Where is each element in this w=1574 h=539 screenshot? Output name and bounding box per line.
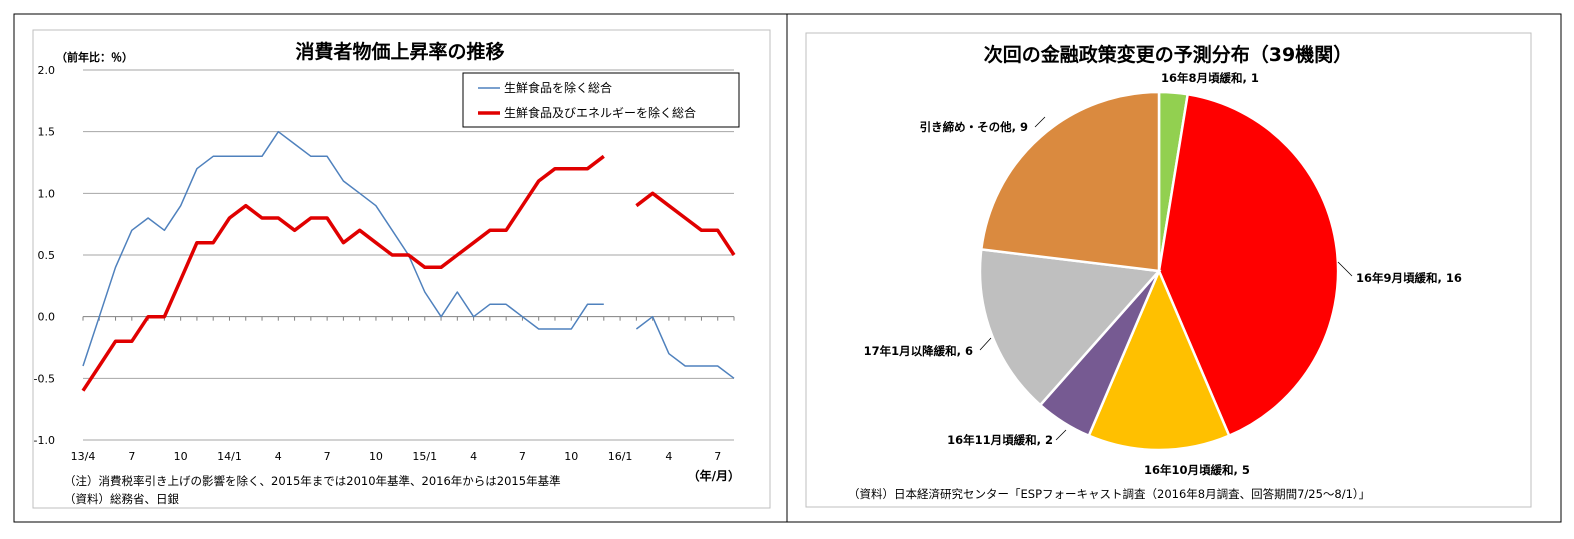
- pie-leader-line: [1034, 116, 1046, 128]
- x-tick-label: 15/1: [412, 450, 437, 463]
- source-text: （資料）総務省、日銀: [64, 492, 179, 506]
- pie-slice-label: 16年10月頃緩和, 5: [1144, 463, 1250, 477]
- pie-slice-label: 16年11月頃緩和, 2: [947, 433, 1053, 447]
- series-line-2: [81, 154, 605, 392]
- y-axis-unit-label: （前年比：％）: [56, 50, 133, 64]
- pie-chart-panel: 次回の金融政策変更の予測分布（39機関） 16年8月頃緩和, 1 16年9月頃緩和…: [805, 32, 1532, 508]
- y-axis-ticks: 2.0 1.5 1.0 0.5 0.0 -0.5 -1.0: [34, 64, 55, 447]
- x-tick-label: 14/1: [217, 450, 242, 463]
- pie-chart-title: 次回の金融政策変更の予測分布（39機関）: [984, 43, 1352, 66]
- legend: 生鮮食品を除く総合 生鮮食品及びエネルギーを除く総合: [462, 72, 740, 128]
- pie-leader-line: [1337, 261, 1353, 277]
- x-tick-label: 4: [470, 450, 477, 463]
- pie-slice: [978, 248, 1162, 407]
- x-tick-label: 10: [564, 450, 578, 463]
- series-line-2: [635, 191, 736, 256]
- legend-label-series-2: 生鮮食品及びエネルギーを除く総合: [504, 105, 696, 120]
- series-line-1: [82, 130, 604, 367]
- pie-slices-group: [978, 90, 1340, 452]
- pie-slice-label: 16年9月頃緩和, 16: [1356, 271, 1462, 285]
- x-tick-label: 7: [714, 450, 721, 463]
- legend-label-series-1: 生鮮食品を除く総合: [504, 80, 612, 95]
- x-tick-label: 7: [128, 450, 135, 463]
- x-tick-label: 4: [275, 450, 282, 463]
- x-axis-ticks: 13/4 7 10 14/1 4 7 10 15/1 4 7 10 16/1 4 7: [71, 316, 735, 463]
- pie-slice-label: 17年1月以降緩和, 6: [864, 344, 973, 358]
- y-tick-label: -0.5: [34, 372, 55, 385]
- line-series-group: [81, 130, 736, 392]
- pie-source-text: （資料）日本経済研究センター「ESPフォーキャスト調査（2016年8月調査、回答…: [848, 487, 1370, 501]
- x-tick-label: 10: [174, 450, 188, 463]
- pie-leader-line: [979, 337, 992, 351]
- pie-labels-group: 16年8月頃緩和, 1 16年9月頃緩和, 16 16年10月頃緩和, 5 16年11…: [864, 71, 1462, 477]
- y-tick-label: -1.0: [34, 434, 55, 447]
- series-line-1: [635, 315, 735, 379]
- pie-leader-line: [1055, 429, 1067, 441]
- y-tick-label: 1.5: [38, 126, 56, 139]
- x-tick-label: 10: [369, 450, 383, 463]
- x-tick-label: 7: [324, 450, 331, 463]
- y-tick-label: 1.0: [38, 187, 56, 200]
- y-tick-label: 0.0: [38, 311, 56, 324]
- y-tick-label: 0.5: [38, 249, 56, 262]
- y-tick-label: 2.0: [38, 64, 56, 77]
- x-tick-label: 13/4: [71, 450, 96, 463]
- pie-leader-lines: [979, 116, 1353, 441]
- legend-box: [462, 72, 740, 128]
- line-chart-panel: 消費者物価上昇率の推移 （前年比：％） 2.0 1.5 1.0 0.5 0.0 -0.5 -…: [32, 29, 771, 509]
- pie-slice-label: 16年8月頃緩和, 1: [1161, 71, 1259, 85]
- pie-slice-label: 引き締め・その他, 9: [920, 120, 1028, 134]
- x-tick-label: 4: [665, 450, 672, 463]
- note-text: （注）消費税率引き上げの影響を除く、2015年までは2010年基準、2016年か…: [64, 474, 561, 488]
- pie-slice: [1087, 267, 1231, 452]
- pie-slice: [979, 90, 1161, 273]
- pie-slice: [1157, 92, 1340, 438]
- line-chart-title: 消費者物価上昇率の推移: [295, 40, 504, 63]
- x-tick-label: 7: [519, 450, 526, 463]
- x-axis-unit-label: （年/月）: [688, 468, 740, 483]
- x-tick-label: 16/1: [608, 450, 633, 463]
